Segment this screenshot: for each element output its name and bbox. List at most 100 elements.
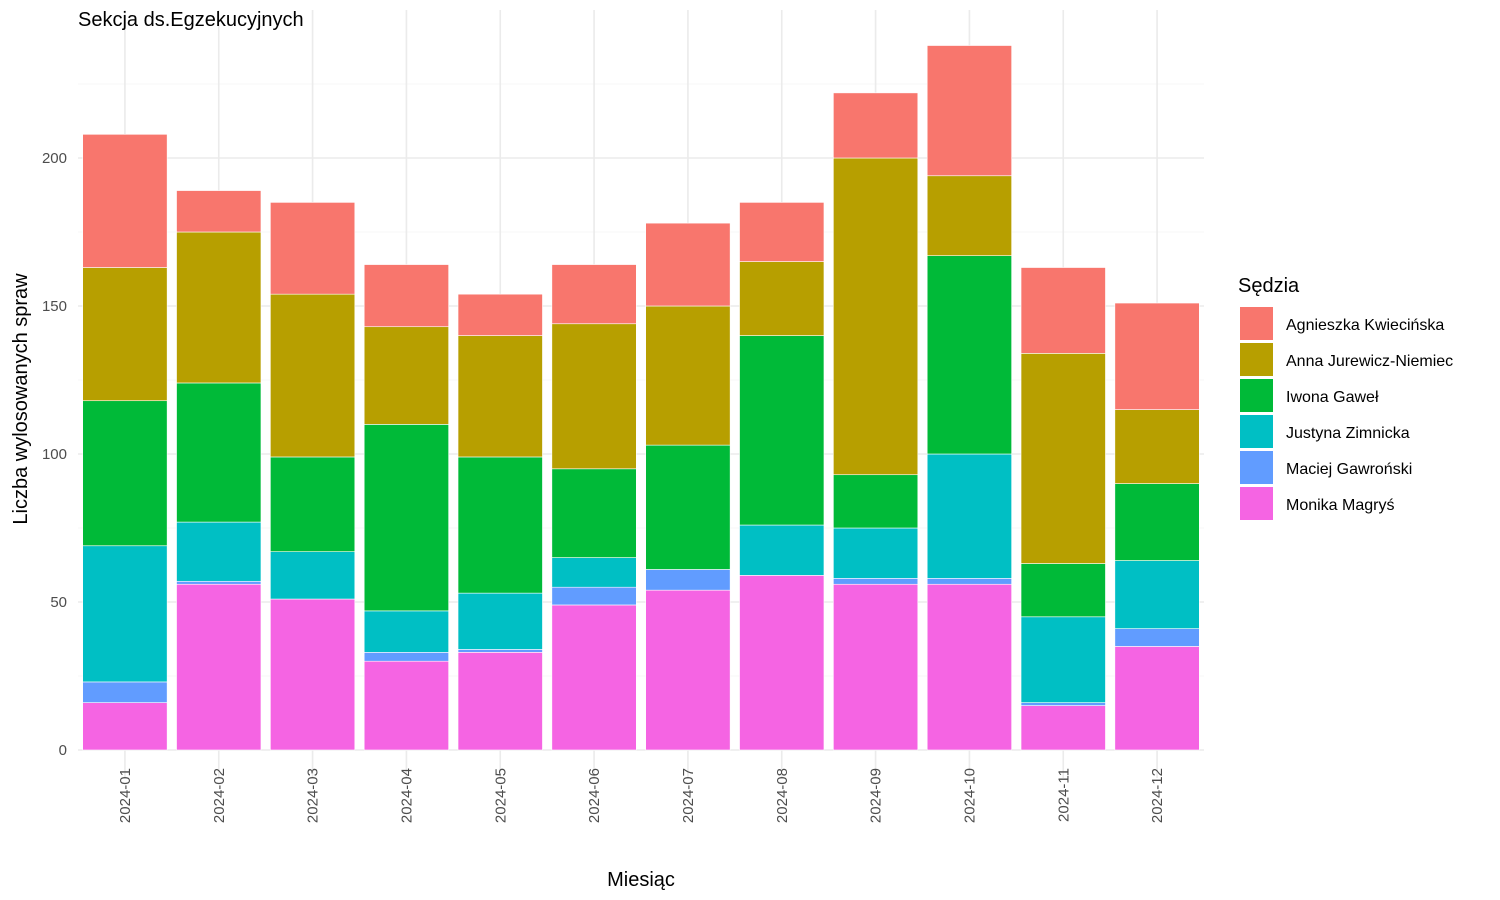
bar-segment — [176, 583, 262, 751]
bar-segment — [1114, 483, 1200, 561]
bar-segment — [82, 134, 168, 268]
bar-segment — [363, 652, 449, 662]
bar-segment — [363, 326, 449, 425]
bar-segment — [1020, 267, 1106, 354]
bar-segment — [926, 45, 1012, 177]
bar-segment — [457, 293, 543, 336]
bar-segment — [82, 545, 168, 683]
bar-segment — [833, 578, 919, 585]
bar-segment — [176, 580, 262, 585]
legend-label: Justyna Zimnicka — [1286, 425, 1410, 442]
x-tick-label: 2024-04 — [398, 768, 415, 823]
legend-label: Monika Magryś — [1286, 497, 1394, 514]
y-tick-label: 150 — [42, 298, 67, 315]
y-tick-label: 50 — [50, 594, 67, 611]
x-tick-label: 2024-02 — [211, 768, 228, 823]
bar-segment — [82, 400, 168, 547]
bar-segment — [551, 604, 637, 751]
legend-title: Sędzia — [1238, 275, 1300, 297]
bar-segment — [926, 578, 1012, 585]
bar-segment — [176, 231, 262, 384]
legend-label: Anna Jurewicz-Niemiec — [1286, 353, 1453, 370]
x-tick-label: 2024-07 — [680, 768, 697, 823]
bar-segment — [1020, 702, 1106, 706]
bar-segment — [270, 551, 356, 600]
bar-segment — [645, 569, 731, 591]
bar-segment — [645, 589, 731, 751]
legend-swatch — [1240, 487, 1273, 520]
bar-segment — [270, 598, 356, 751]
bar-segment — [833, 583, 919, 751]
bar-segment — [645, 305, 731, 446]
legend-swatch — [1240, 343, 1273, 376]
bar-segment — [551, 557, 637, 588]
bar-segment — [363, 424, 449, 612]
bar-segment — [1020, 616, 1106, 703]
bar-segment — [270, 293, 356, 458]
bar-segment — [645, 444, 731, 570]
x-tick-label: 2024-01 — [117, 768, 134, 823]
bar-segment — [176, 521, 262, 582]
legend-swatch — [1240, 307, 1273, 340]
legend-label: Iwona Gaweł — [1286, 389, 1379, 406]
bar-segment — [1020, 705, 1106, 751]
bars — [82, 45, 1200, 751]
bar-segment — [1114, 646, 1200, 751]
legend-swatch — [1240, 379, 1273, 412]
bar-segment — [82, 681, 168, 703]
x-tick-label: 2024-08 — [774, 768, 791, 823]
x-tick-label: 2024-06 — [586, 768, 603, 823]
y-axis-title: Liczba wylosowanych spraw — [10, 273, 32, 525]
y-axis-ticks: 0 50 100 150 200 — [42, 150, 67, 759]
bar-segment — [1020, 563, 1106, 618]
bar-segment — [270, 456, 356, 552]
legend: Sędzia Agnieszka Kwiecińska Anna Jurewicz… — [1238, 275, 1453, 520]
bar-segment — [551, 264, 637, 325]
bar-segment — [270, 202, 356, 295]
bar-segment — [1114, 560, 1200, 629]
y-tick-label: 100 — [42, 446, 67, 463]
x-tick-label: 2024-10 — [961, 768, 978, 823]
bar-segment — [1114, 628, 1200, 647]
bar-segment — [363, 660, 449, 751]
bar-segment — [551, 323, 637, 470]
bar-segment — [1114, 302, 1200, 410]
bar-segment — [457, 456, 543, 594]
bar-segment — [363, 264, 449, 328]
bar-segment — [82, 267, 168, 402]
bar-segment — [176, 382, 262, 523]
bar-segment — [926, 255, 1012, 455]
bar-segment — [551, 468, 637, 558]
bar-segment — [645, 222, 731, 307]
bar-segment — [739, 202, 825, 262]
x-axis-ticks: 2024-01 2024-02 2024-03 2024-04 2024-05 2024-… — [117, 768, 1166, 823]
bar-segment — [457, 592, 543, 650]
x-tick-label: 2024-12 — [1149, 768, 1166, 823]
bar-segment — [457, 649, 543, 653]
bar-segment — [363, 610, 449, 653]
x-tick-label: 2024-11 — [1055, 768, 1072, 822]
x-axis-title: Miesiąc — [607, 869, 675, 891]
legend-label: Maciej Gawroński — [1286, 461, 1412, 478]
legend-label: Agnieszka Kwiecińska — [1286, 317, 1444, 334]
bar-segment — [457, 335, 543, 458]
bar-segment — [1020, 353, 1106, 564]
bar-segment — [833, 527, 919, 579]
bar-segment — [926, 583, 1012, 751]
bar-segment — [1114, 409, 1200, 484]
bar-segment — [457, 652, 543, 751]
bar-segment — [926, 175, 1012, 256]
bar-segment — [739, 335, 825, 526]
bar-segment — [926, 453, 1012, 579]
bar-segment — [739, 261, 825, 336]
bar-segment — [82, 702, 168, 751]
bar-segment — [176, 190, 262, 233]
bar-segment — [739, 575, 825, 751]
bar-segment — [551, 586, 637, 606]
y-tick-label: 200 — [42, 150, 67, 167]
bar-segment — [833, 474, 919, 529]
legend-swatch — [1240, 415, 1273, 448]
x-tick-label: 2024-09 — [868, 768, 885, 823]
y-tick-label: 0 — [59, 742, 67, 759]
chart-title: Sekcja ds.Egzekucyjnych — [78, 9, 304, 31]
